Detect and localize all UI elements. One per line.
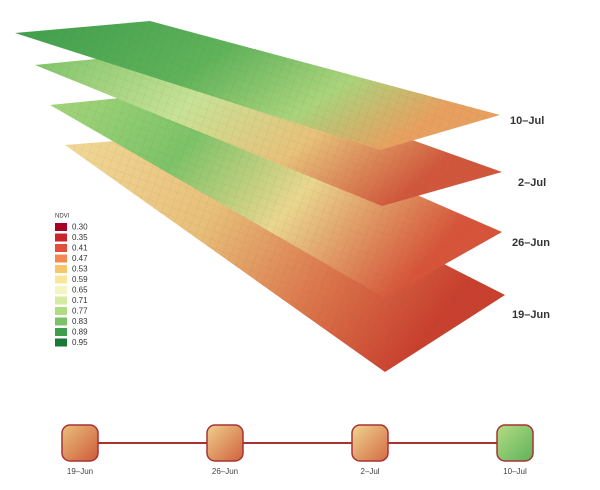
legend-swatch <box>55 223 67 231</box>
legend-label: 0.30 <box>72 223 88 232</box>
timeline-label: 2–Jul <box>360 467 379 476</box>
legend-swatch <box>55 254 67 263</box>
layer-texture <box>50 92 502 298</box>
legend-label: 0.89 <box>72 328 88 337</box>
legend-swatch <box>55 265 67 273</box>
legend-label: 0.35 <box>72 233 88 242</box>
legend-label: 0.53 <box>72 265 88 274</box>
legend-swatch <box>55 296 67 305</box>
layer-19-jun <box>65 135 505 372</box>
layer-2-jul <box>35 52 502 206</box>
layer-10-jul <box>15 21 500 150</box>
layer-texture <box>15 21 500 150</box>
legend-label: 0.65 <box>72 286 88 295</box>
layer-26-jun <box>50 92 502 298</box>
legend-swatch <box>55 275 67 284</box>
legend-label: 0.71 <box>72 296 88 305</box>
timeline-thumb <box>61 424 99 462</box>
legend-swatch <box>55 317 67 326</box>
timeline-label: 19–Jun <box>67 467 93 476</box>
layer-label: 10–Jul <box>510 115 544 127</box>
legend-label: 0.47 <box>72 254 88 263</box>
layer-label: 19–Jun <box>512 309 550 321</box>
layer-texture <box>35 52 502 206</box>
timeline-label: 10–Jul <box>503 467 527 476</box>
legend-swatch <box>55 307 67 315</box>
legend-title: NDVI <box>55 214 70 220</box>
legend-swatch <box>55 286 67 294</box>
legend-label: 0.83 <box>72 317 88 326</box>
legend-swatch <box>55 338 67 347</box>
legend-label: 0.77 <box>72 307 88 316</box>
layer-label: 26–Jun <box>512 237 550 249</box>
layer-texture <box>65 135 505 372</box>
timeline: 19–Jun 26–Jun 2–Jul 10–Jul <box>61 424 534 476</box>
layer-label: 2–Jul <box>518 177 546 189</box>
legend-swatch <box>55 233 67 242</box>
timeline-thumb <box>496 424 534 462</box>
timeline-label: 26–Jun <box>212 467 238 476</box>
timeline-thumb <box>351 424 389 462</box>
legend-label: 0.95 <box>72 338 88 347</box>
legend-swatch <box>55 328 67 336</box>
timeline-thumb <box>206 424 244 462</box>
legend-swatch <box>55 244 67 252</box>
legend: 0.300.35 0.410.47 0.530.59 0.650.71 0.770.83… <box>55 223 88 347</box>
legend-label: 0.41 <box>72 244 88 253</box>
legend-label: 0.59 <box>72 275 88 284</box>
